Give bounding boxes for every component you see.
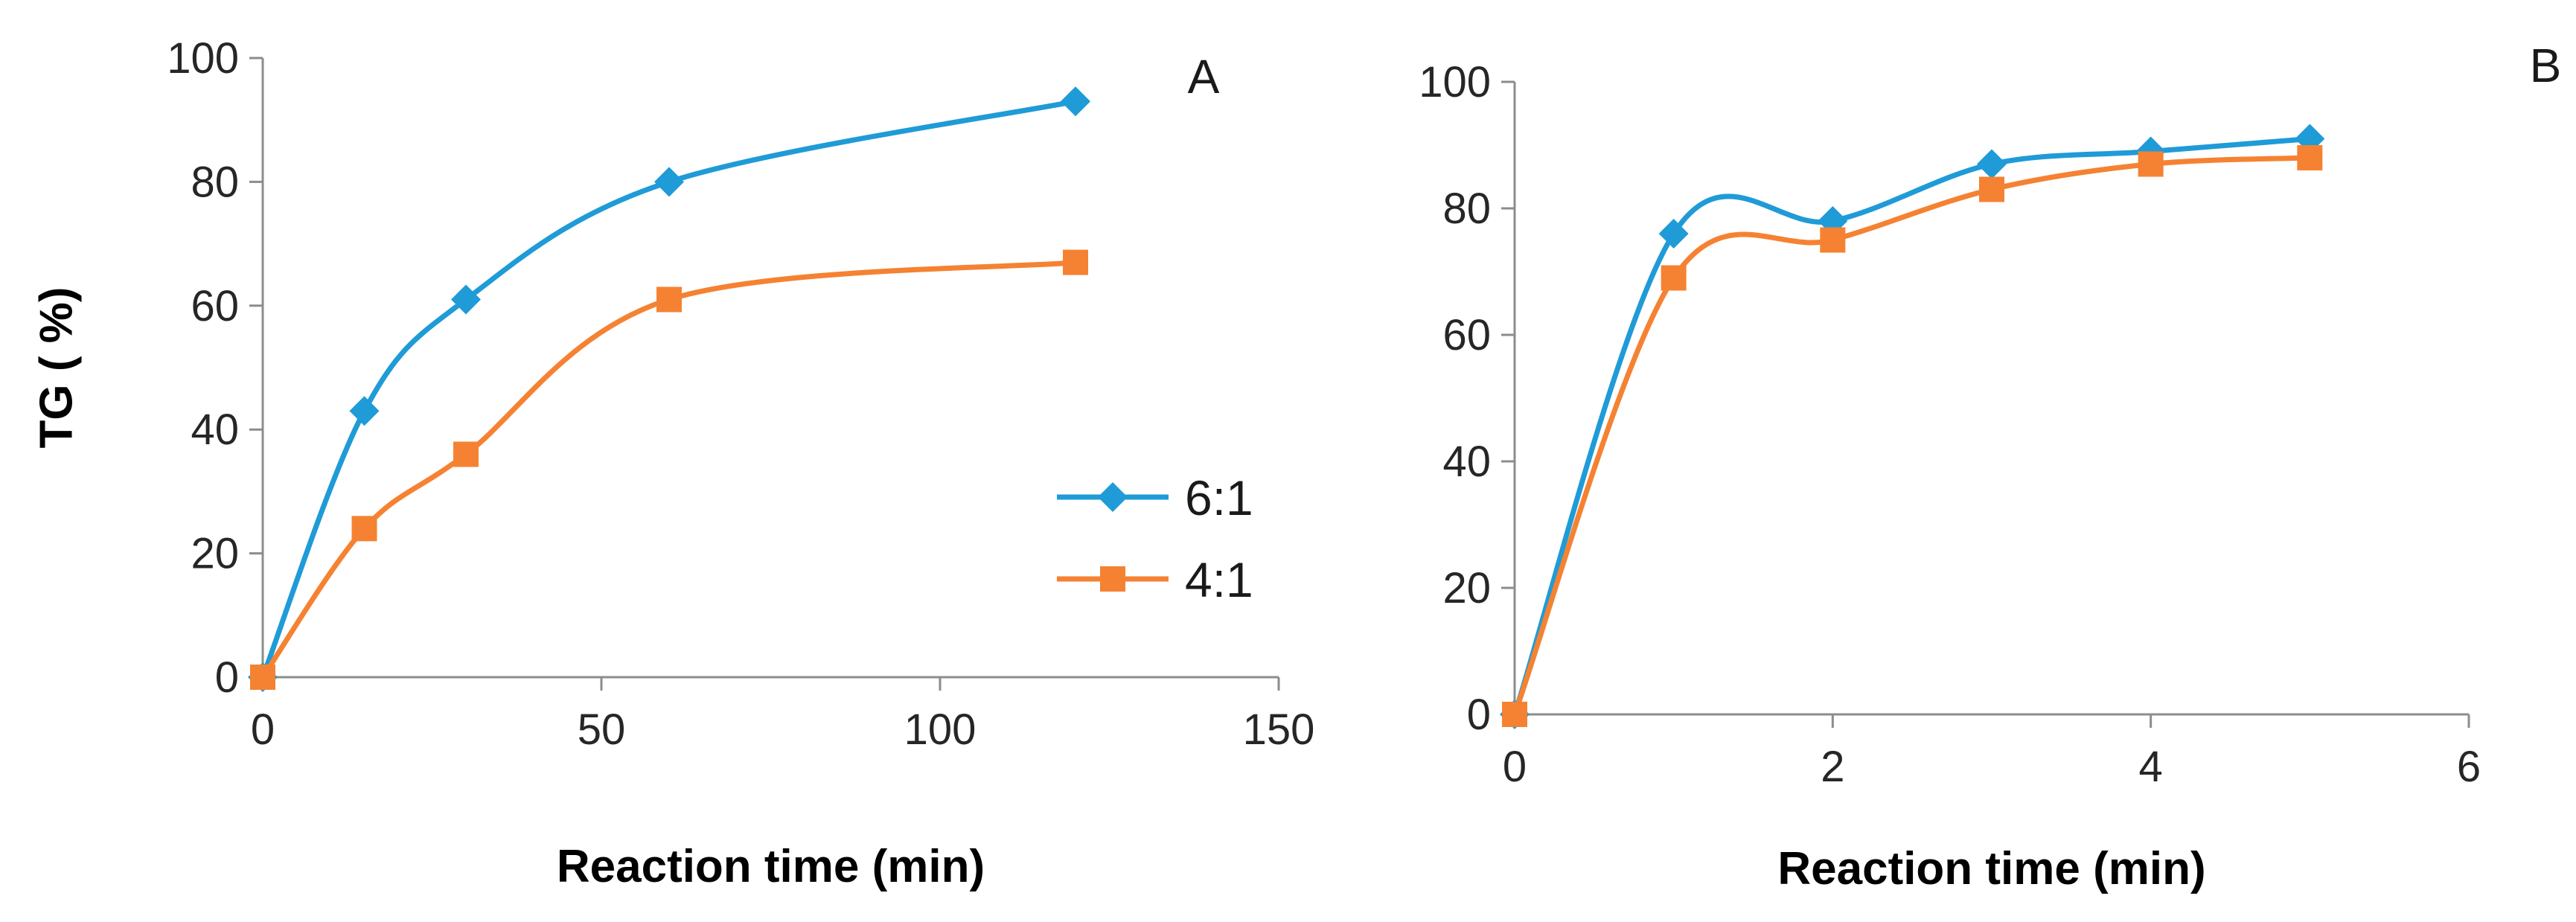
data-point: [451, 284, 481, 315]
series-line: [1512, 155, 2313, 717]
data-point: [250, 665, 275, 690]
y-axis-title: TG ( %): [31, 287, 82, 449]
data-point: [656, 286, 682, 313]
series-line: [260, 260, 1078, 680]
data-point: [1661, 265, 1687, 291]
y-tick-label: 40: [191, 406, 239, 454]
y-tick-label: 40: [1442, 438, 1491, 486]
panel-label: B: [2530, 39, 2562, 92]
panel-a: 0 20 40 60 80 100 0 50 100 150 Reaction time (min)…: [31, 34, 1314, 892]
series-4-1: [1502, 145, 2323, 727]
y-tick-label: 100: [1419, 58, 1491, 106]
x-tick-label: 6: [2457, 743, 2481, 791]
data-point: [1977, 149, 2007, 179]
data-point: [349, 396, 380, 426]
legend-entry: 6:1: [1185, 470, 1253, 525]
y-tick-label: 0: [215, 653, 239, 702]
y-tick-label: 0: [1467, 691, 1491, 739]
panel-label: A: [1188, 50, 1220, 103]
data-point: [1061, 86, 1090, 117]
x-tick-label: 100: [904, 705, 977, 754]
data-point: [453, 441, 479, 467]
series-line: [260, 98, 1078, 680]
data-point: [654, 167, 684, 197]
legend-entry: 4:1: [1185, 552, 1253, 607]
y-tick-label: 100: [167, 34, 239, 83]
x-tick-label: 4: [2139, 743, 2163, 791]
x-axis-title: Reaction time (min): [557, 841, 985, 892]
y-tick-label: 20: [191, 530, 239, 578]
y-tick-label: 80: [1442, 185, 1491, 233]
y-tick-label: 60: [1442, 311, 1491, 359]
data-point: [1063, 249, 1088, 275]
data-point: [2297, 145, 2323, 170]
series-line: [1512, 136, 2313, 717]
data-point: [1502, 702, 1527, 727]
data-point: [2138, 151, 2164, 177]
data-point: [1820, 227, 1846, 253]
x-tick-label: 2: [1821, 743, 1844, 791]
legend: 6:14:1: [1057, 470, 1253, 607]
x-tick-label: 150: [1243, 705, 1315, 754]
data-point: [351, 516, 377, 542]
y-tick-label: 60: [191, 282, 239, 330]
series-6-1: [248, 86, 1090, 692]
x-axis-title: Reaction time (min): [1777, 843, 2205, 894]
legend-marker: [1098, 482, 1128, 512]
data-point: [1658, 219, 1689, 249]
x-tick-label: 50: [578, 705, 626, 754]
x-tick-label: 0: [251, 705, 275, 754]
data-point: [1979, 176, 2004, 202]
y-tick-label: 80: [191, 158, 239, 206]
y-tick-label: 20: [1442, 564, 1491, 612]
legend-marker: [1100, 566, 1125, 592]
x-tick-label: 0: [1503, 743, 1527, 791]
series-4-1: [250, 249, 1088, 690]
panel-b: 0 20 40 60 80 100 0 2 4 6 Reaction time (min) B: [1419, 39, 2561, 894]
